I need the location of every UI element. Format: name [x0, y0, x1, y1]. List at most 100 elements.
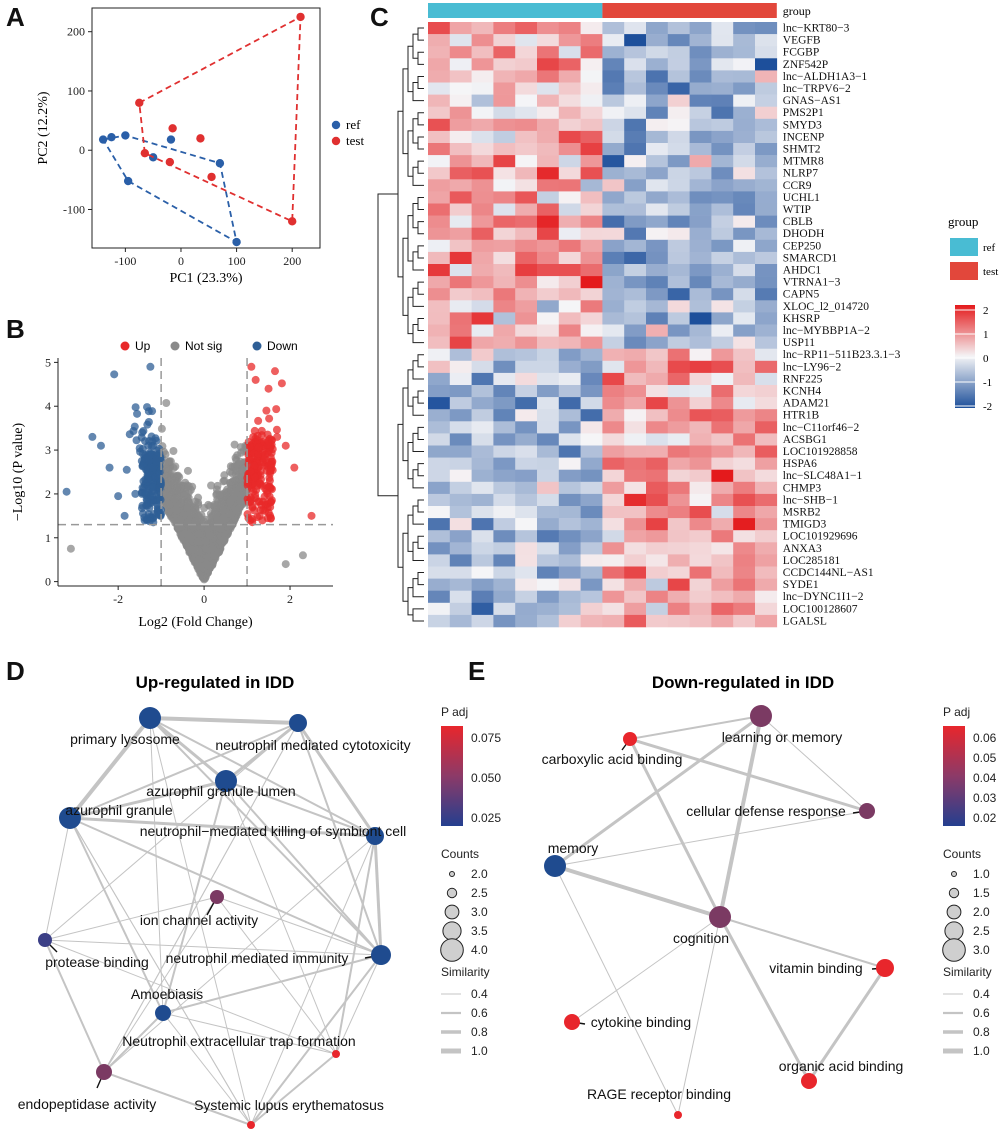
heatmap-cell [689, 554, 712, 567]
heatmap-cell [602, 70, 625, 83]
heatmap-cell [755, 542, 778, 555]
volcano-point [235, 503, 244, 512]
heatmap-cell [580, 130, 603, 144]
heatmap-cell [646, 602, 669, 616]
network-node [332, 1050, 340, 1058]
heatmap-cell [449, 143, 472, 156]
heatmap-legend-title: group [948, 214, 978, 229]
network-node [674, 1111, 682, 1119]
heatmap-cell [646, 264, 669, 277]
heatmap-cell [428, 94, 451, 107]
heatmap-cell [428, 409, 451, 422]
heatmap-cell [515, 602, 538, 616]
pca-point-test [165, 157, 175, 167]
heatmap-cell [580, 46, 603, 59]
volcano-legend-not-sig: Not sig [185, 339, 222, 353]
network-edge [571, 916, 721, 1023]
volcano-point [148, 483, 157, 492]
heatmap-cell [624, 348, 647, 362]
heatmap-cell [755, 264, 778, 277]
heatmap-cell [515, 118, 538, 132]
heatmap-cell [471, 493, 494, 507]
volcano-point [169, 447, 178, 456]
heatmap-cell [537, 336, 560, 349]
heatmap-cell [711, 614, 734, 628]
heatmap-cell [449, 22, 472, 35]
heatmap-cell [689, 300, 712, 313]
heatmap-cell [667, 179, 690, 192]
heatmap-cell [689, 397, 712, 410]
heatmap-cell [471, 481, 494, 495]
heatmap-cell [449, 324, 472, 337]
heatmap-cell [449, 179, 472, 192]
network-edge [718, 916, 811, 1082]
heatmap-cell [537, 70, 560, 83]
pca-point-ref [123, 176, 133, 186]
heatmap-cell [689, 348, 712, 362]
heatmap-gene-label: LOC101929696 [783, 531, 858, 543]
heatmap-cell [515, 566, 538, 579]
heatmap-cell [580, 143, 603, 156]
heatmap-cell [428, 203, 451, 216]
heatmap-cell [755, 58, 778, 71]
heatmap-cell [646, 94, 669, 107]
heatmap-cell [558, 372, 581, 386]
volcano-point [230, 440, 239, 449]
heatmap-dendrogram-branch [417, 535, 424, 549]
network-node [38, 933, 52, 947]
heatmap-cell [711, 312, 734, 325]
heatmap-cell [580, 34, 603, 47]
heatmap-cell [646, 276, 669, 289]
volcano-legend-dot-not-sig [170, 341, 180, 351]
heatmap-cell [755, 457, 778, 470]
volcano-point [298, 551, 307, 560]
heatmap-cell [689, 94, 712, 107]
heatmap-cell [733, 46, 756, 59]
heatmap-cell [624, 155, 647, 168]
heatmap-cell [449, 70, 472, 83]
heatmap-cell [449, 34, 472, 47]
heatmap-cell [646, 58, 669, 71]
network-counts-swatch [951, 871, 957, 877]
heatmap-cell [711, 94, 734, 107]
heatmap-cell [667, 118, 690, 132]
network-counts-label: 4.0 [471, 943, 488, 957]
network-node [96, 1064, 112, 1080]
network-similarity-label: 0.6 [973, 1006, 990, 1020]
heatmap-cell [624, 409, 647, 422]
network-legend-counts-title: Counts [441, 847, 479, 861]
heatmap-cell [580, 493, 603, 507]
heatmap-gene-label: LOC100128607 [783, 603, 858, 615]
heatmap-cell [602, 215, 625, 228]
heatmap-dendrogram-branch [417, 51, 424, 65]
heatmap-cell [755, 288, 778, 301]
heatmap-dendrogram-branch [402, 237, 408, 316]
heatmap-gene-label: PMS2P1 [783, 107, 824, 119]
heatmap-cell [515, 70, 538, 83]
heatmap-cell [733, 360, 756, 374]
heatmap-cell [624, 518, 647, 531]
network-edge [103, 722, 299, 1073]
heatmap-cell [755, 239, 778, 253]
heatmap-cell [558, 288, 581, 301]
heatmap-cell [646, 530, 669, 543]
volcano-point [212, 510, 221, 519]
heatmap-cell [558, 469, 581, 483]
volcano-point [265, 414, 274, 423]
volcano-point [270, 367, 279, 376]
heatmap-cell [428, 554, 451, 567]
volcano-point [137, 457, 146, 466]
heatmap-cell [602, 493, 625, 507]
heatmap-cell [602, 518, 625, 531]
network-edge [69, 816, 376, 838]
heatmap-cell [667, 46, 690, 59]
heatmap-cell [515, 167, 538, 180]
volcano-point [228, 469, 237, 478]
network-node-label: carboxylic acid binding [542, 751, 683, 767]
heatmap-cell [580, 70, 603, 83]
heatmap-cell [646, 409, 669, 422]
heatmap-dendrogram-branch [417, 572, 424, 586]
network-edge [373, 835, 383, 956]
heatmap-cell [667, 312, 690, 325]
heatmap-cell [689, 493, 712, 507]
